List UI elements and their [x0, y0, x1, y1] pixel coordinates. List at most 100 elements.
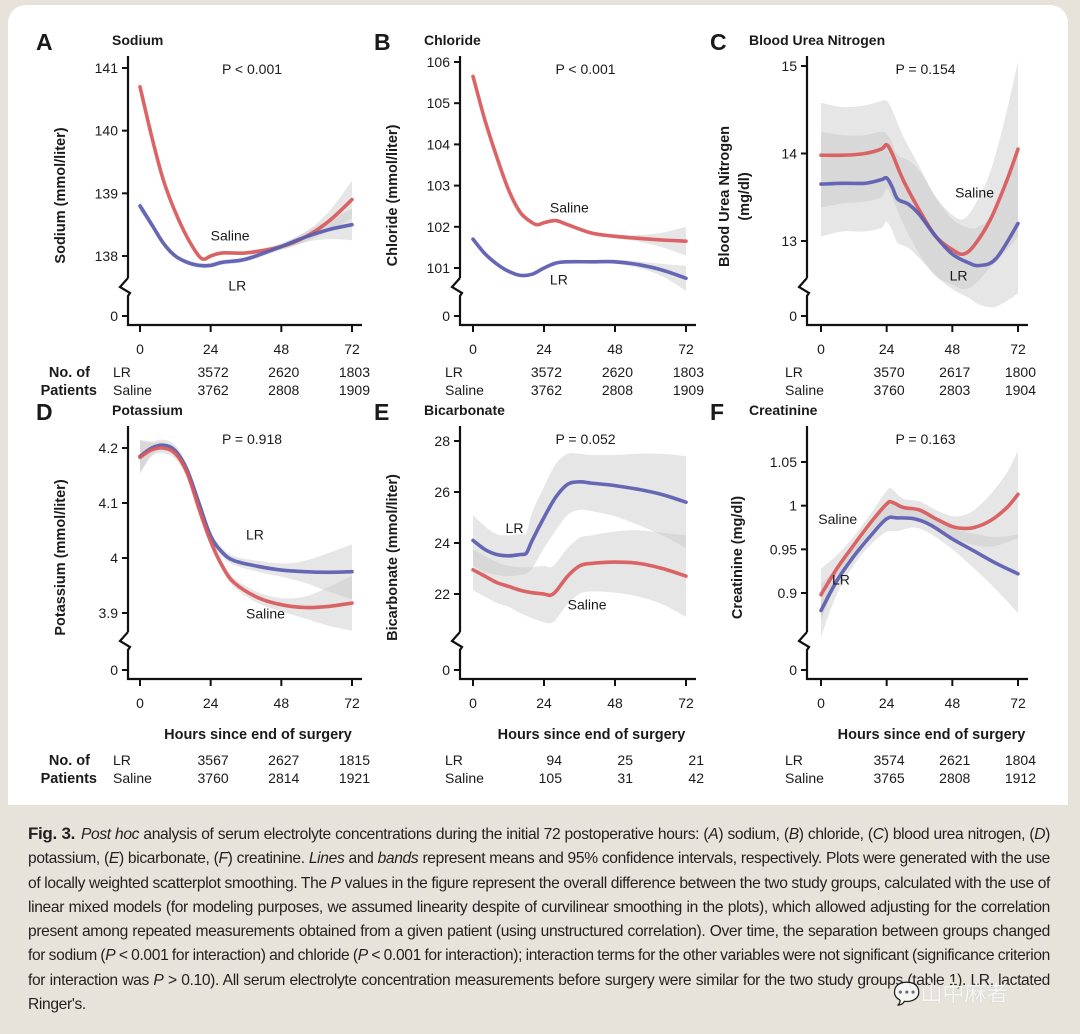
ci-band-saline: [473, 73, 686, 256]
series-label-saline: Saline: [818, 511, 857, 527]
n-patients-lr: 25: [617, 752, 633, 768]
x-axis-label: Hours since end of surgery: [838, 727, 1026, 743]
n-patients-saline: 31: [617, 770, 633, 786]
series-label-lr: LR: [228, 277, 246, 293]
n-patients-saline: 1904: [1005, 382, 1036, 398]
series-label-saline: Saline: [568, 596, 607, 612]
caption-text: and: [344, 850, 378, 868]
y-axis-label: Blood Urea Nitrogen: [717, 126, 733, 267]
caption-text: ) potassium, (: [28, 826, 1050, 868]
no-of-patients-label: No. of: [49, 753, 90, 769]
panel-letter: D: [36, 399, 53, 425]
y-tick-label: 138: [95, 248, 119, 264]
x-tick-label: 0: [469, 341, 477, 357]
y-tick-label: 141: [95, 60, 119, 76]
x-tick-label: 48: [274, 341, 290, 357]
series-label-saline: Saline: [550, 199, 589, 215]
y-axis-label: Chloride (mmol/liter): [385, 124, 401, 266]
caption-italic: Lines: [308, 850, 345, 868]
x-tick-label: 24: [879, 341, 895, 357]
n-patients-lr: 2621: [939, 752, 970, 768]
caption-italic: P: [105, 947, 116, 965]
axis-break-and-x-axis: [450, 631, 696, 681]
x-tick-label: 72: [678, 341, 694, 357]
y-tick-label: 22: [434, 586, 450, 602]
caption-italic: bands: [377, 850, 419, 868]
y-tick-label-zero: 0: [789, 662, 797, 678]
panel-letter: C: [710, 29, 727, 55]
caption-italic: P: [153, 971, 164, 989]
series-label-lr: LR: [246, 526, 264, 542]
x-tick-label: 24: [536, 341, 552, 357]
figure-caption: Fig. 3. Post hoc analysis of serum electr…: [28, 822, 1050, 1017]
series-label-saline: Saline: [246, 606, 285, 622]
y-tick-label: 105: [427, 95, 451, 111]
y-tick-label: 1.05: [770, 454, 797, 470]
n-patients-saline: 2808: [939, 770, 970, 786]
no-of-patients-label: Patients: [41, 383, 97, 399]
panel-title: Chloride: [424, 32, 481, 48]
caption-text: represent means and 95% confidence inter…: [28, 850, 1051, 892]
group-label-lr: LR: [113, 364, 131, 380]
y-tick-label: 3.9: [99, 605, 119, 621]
panel-title: Sodium: [112, 32, 163, 48]
x-tick-label: 24: [203, 695, 219, 711]
y-tick-label-zero: 0: [442, 308, 450, 324]
x-tick-label: 0: [136, 341, 144, 357]
x-tick-label: 24: [879, 695, 895, 711]
series-line-lr: [138, 204, 354, 268]
n-patients-lr: 1803: [673, 364, 704, 380]
n-patients-lr: 3574: [874, 752, 905, 768]
x-tick-label: 0: [136, 695, 144, 711]
caption-text: > 0.10). All serum electrolyte concentra…: [28, 971, 1050, 1014]
caption-text: < 0.001 for interaction) and chloride (: [115, 947, 358, 965]
caption-body: Post hoc analysis of serum electrolyte c…: [28, 826, 1050, 1013]
caption-italic: F: [218, 850, 228, 868]
p-value: P = 0.052: [555, 431, 615, 447]
x-tick-label: 72: [344, 341, 360, 357]
n-patients-lr: 2617: [939, 364, 970, 380]
y-tick-label: 102: [427, 219, 451, 235]
p-value: P = 0.918: [222, 431, 282, 447]
caption-text: ) chloride, (: [798, 826, 873, 843]
caption-text: ) blood urea nitrogen, (: [883, 826, 1035, 843]
y-axis-label: Bicarbonate (mmol/liter): [385, 474, 401, 641]
n-patients-lr: 2620: [602, 364, 633, 380]
caption-text: ) sodium, (: [718, 826, 789, 843]
series-line-saline: [471, 560, 688, 598]
series-label-saline: Saline: [955, 184, 994, 200]
n-patients-saline: 2808: [268, 382, 299, 398]
panel-letter: B: [374, 29, 391, 55]
series-line-saline: [138, 445, 354, 610]
group-label-lr: LR: [445, 364, 463, 380]
x-tick-label: 72: [1010, 341, 1026, 357]
caption-italic: B: [788, 826, 799, 843]
group-label-saline: Saline: [785, 770, 824, 786]
x-tick-label: 48: [607, 341, 623, 357]
wechat-icon: 💬: [893, 982, 921, 1007]
caption-italic: P: [330, 874, 341, 892]
chart-panel-d: D Potassium LR Saline P = 0.918 3.9 4 4.1 4.2 0 0 2…: [36, 399, 370, 787]
group-label-lr: LR: [113, 752, 131, 768]
series-label-lr: LR: [950, 267, 968, 283]
n-patients-lr: 94: [546, 752, 562, 768]
y-tick-label: 139: [95, 185, 119, 201]
n-patients-saline: 1909: [339, 382, 370, 398]
p-value: P = 0.163: [895, 431, 955, 447]
panel-title: Creatinine: [749, 402, 818, 418]
n-patients-lr: 1804: [1005, 752, 1036, 768]
x-tick-label: 72: [678, 695, 694, 711]
no-of-patients-label: No. of: [49, 365, 90, 381]
group-label-lr: LR: [445, 752, 463, 768]
panel-letter: E: [374, 399, 389, 425]
y-tick-label: 106: [427, 54, 451, 70]
ci-band-lr: [473, 452, 686, 577]
series-line-saline: [819, 142, 1020, 257]
y-tick-label: 15: [781, 58, 797, 74]
series-label-lr: LR: [832, 571, 850, 587]
x-tick-label: 24: [203, 341, 219, 357]
n-patients-saline: 42: [688, 770, 704, 786]
series-line-lr: [819, 175, 1020, 268]
n-patients-saline: 2803: [939, 382, 970, 398]
p-value: P = 0.154: [895, 61, 955, 77]
